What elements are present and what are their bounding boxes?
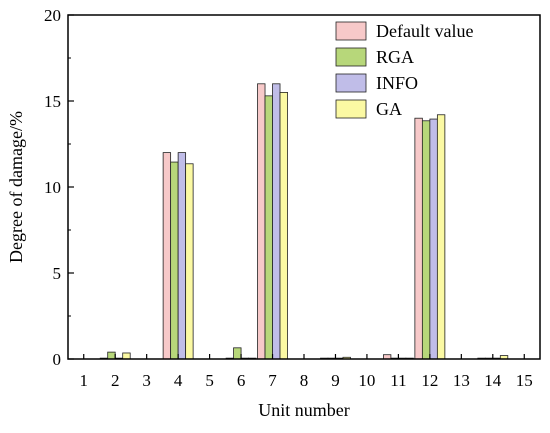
x-tick-label: 15 — [516, 371, 533, 390]
bar-info-unit-7 — [272, 83, 281, 360]
bars-layer — [99, 83, 509, 360]
x-tick-label: 7 — [268, 371, 277, 390]
bar-info-unit-12 — [429, 118, 438, 360]
bar-ga-unit-7 — [279, 92, 288, 360]
legend-label: RGA — [376, 47, 414, 67]
x-tick-label: 4 — [174, 371, 183, 390]
bar-ga-unit-12 — [436, 114, 446, 360]
bar-rga-unit-7 — [264, 95, 273, 360]
bar-rga-unit-4 — [170, 161, 179, 360]
legend-label: INFO — [376, 73, 418, 93]
bar-rga-unit-2 — [107, 351, 116, 360]
legend: Default value RGA INFO GA — [335, 21, 473, 119]
y-axis-label: Degree of damage/% — [6, 111, 26, 263]
x-tick-label: 3 — [142, 371, 151, 390]
y-tick-label: 10 — [44, 178, 61, 197]
y-tick-label: 20 — [44, 6, 61, 25]
y-tick-label: 0 — [53, 350, 62, 369]
x-tick-label: 14 — [484, 371, 502, 390]
x-tick-label: 5 — [205, 371, 214, 390]
legend-label: GA — [376, 99, 402, 119]
legend-swatch-default-value — [335, 21, 367, 41]
x-tick-label: 6 — [237, 371, 246, 390]
legend-swatch-info — [335, 73, 367, 93]
bar-ga-unit-4 — [185, 163, 194, 360]
x-tick-label: 8 — [300, 371, 309, 390]
x-tick-label: 13 — [453, 371, 470, 390]
bar-default-value-unit-12 — [414, 117, 423, 360]
x-tick-label: 9 — [331, 371, 340, 390]
bar-default-value-unit-4 — [162, 152, 172, 360]
y-tick-label: 5 — [53, 264, 62, 283]
legend-swatch-ga — [335, 99, 367, 119]
bar-ga-unit-2 — [122, 352, 131, 360]
x-tick-label: 2 — [111, 371, 120, 390]
legend-swatch-rga — [335, 47, 367, 67]
bar-rga-unit-12 — [421, 120, 431, 360]
bar-default-value-unit-7 — [257, 83, 266, 360]
legend-label: Default value — [376, 21, 473, 41]
y-tick-label: 15 — [44, 92, 61, 111]
x-tick-label: 1 — [79, 371, 88, 390]
x-axis-label: Unit number — [258, 400, 350, 420]
x-tick-label: 12 — [421, 371, 438, 390]
bar-rga-unit-6 — [233, 347, 242, 360]
bar-info-unit-4 — [177, 152, 187, 360]
x-tick-label: 11 — [390, 371, 406, 390]
x-tick-label: 10 — [358, 371, 375, 390]
plot-frame — [67, 14, 541, 360]
